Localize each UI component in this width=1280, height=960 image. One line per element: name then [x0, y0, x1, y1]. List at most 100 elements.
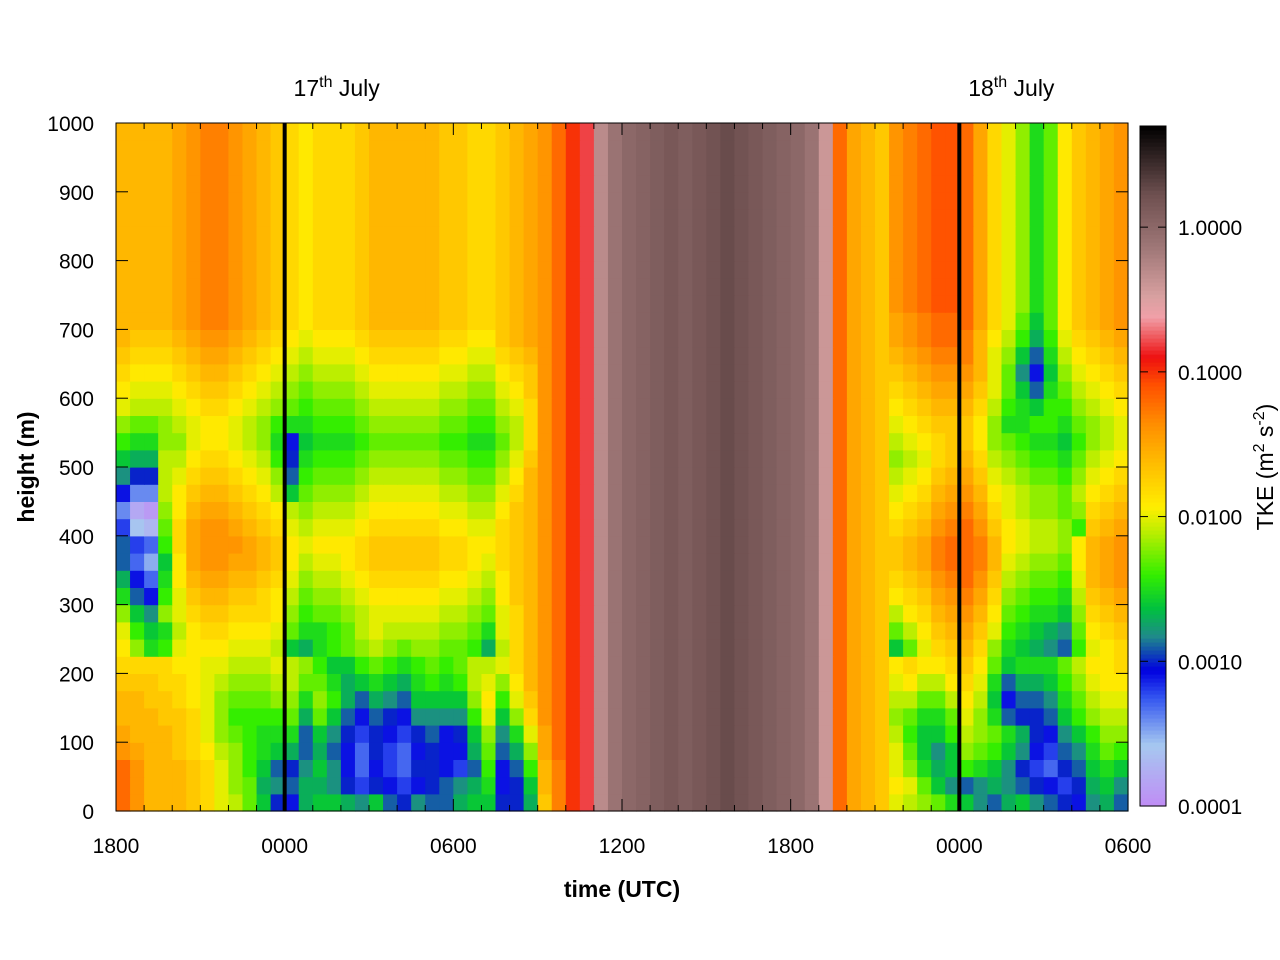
- heatmap-cell: [1113, 707, 1129, 726]
- heatmap-cell: [818, 243, 834, 262]
- heatmap-cell: [116, 742, 131, 760]
- heatmap-cell: [790, 467, 806, 485]
- heatmap-cell: [636, 484, 651, 502]
- heatmap-cell: [116, 639, 131, 657]
- colorbar-segment: [1140, 618, 1166, 623]
- heatmap-cell: [734, 381, 750, 399]
- heatmap-cell: [1043, 449, 1059, 468]
- heatmap-cell: [846, 690, 862, 709]
- heatmap-cell: [495, 329, 511, 348]
- heatmap-cell: [650, 501, 665, 520]
- heatmap-cell: [678, 673, 693, 692]
- heatmap-cell: [1015, 793, 1031, 812]
- heatmap-cell: [650, 260, 665, 279]
- heatmap-cell: [523, 467, 539, 485]
- heatmap-cell: [425, 484, 440, 502]
- heatmap-cell: [846, 432, 862, 451]
- colorbar-segment: [1140, 266, 1166, 271]
- heatmap-cell: [242, 776, 258, 795]
- heatmap-cell: [959, 639, 974, 657]
- heatmap-cell: [270, 484, 286, 502]
- heatmap-cell: [903, 363, 918, 382]
- heatmap-cell: [186, 260, 201, 279]
- heatmap-cell: [354, 123, 370, 141]
- heatmap-cell: [692, 415, 707, 434]
- heatmap-cell: [242, 553, 258, 571]
- heatmap-cell: [172, 329, 187, 348]
- heatmap-cell: [354, 312, 370, 330]
- heatmap-cell: [1001, 673, 1017, 692]
- colorbar-segment: [1140, 570, 1166, 575]
- heatmap-cell: [453, 604, 468, 623]
- heatmap-cell: [1099, 587, 1115, 606]
- heatmap-cell: [397, 415, 412, 434]
- heatmap-cell: [762, 243, 778, 262]
- heatmap-cell: [650, 174, 665, 193]
- heatmap-cell: [172, 725, 187, 743]
- heatmap-cell: [762, 518, 778, 537]
- heatmap-cell: [411, 209, 426, 227]
- heatmap-cell: [1043, 793, 1059, 812]
- heatmap-cell: [270, 346, 286, 365]
- colorbar-segment: [1140, 458, 1166, 463]
- heatmap-cell: [453, 449, 468, 468]
- heatmap-cell: [945, 243, 960, 262]
- heatmap-cell: [1015, 639, 1031, 657]
- heatmap-cell: [678, 639, 693, 657]
- heatmap-cell: [917, 776, 932, 795]
- heatmap-cell: [383, 226, 398, 244]
- heatmap-cell: [270, 725, 286, 743]
- heatmap-cell: [130, 621, 145, 640]
- heatmap-cell: [1015, 363, 1031, 382]
- heatmap-cell: [1001, 467, 1017, 485]
- heatmap-cell: [453, 621, 468, 640]
- day-markers: 17th July 18th July: [282, 74, 1055, 811]
- heatmap-cell: [607, 381, 623, 399]
- heatmap-cell: [846, 621, 862, 640]
- heatmap-cell: [467, 415, 483, 434]
- heatmap-cell: [1099, 776, 1115, 795]
- heatmap-cell: [397, 277, 412, 296]
- heatmap-cell: [636, 742, 651, 760]
- heatmap-cell: [1029, 432, 1045, 451]
- heatmap-cell: [903, 793, 918, 812]
- heatmap-cell: [200, 260, 215, 279]
- heatmap-cell: [818, 759, 834, 778]
- heatmap-cell: [116, 381, 131, 399]
- heatmap-cell: [706, 776, 721, 795]
- heatmap-cell: [369, 381, 384, 399]
- heatmap-cell: [692, 518, 707, 537]
- heatmap-cell: [326, 725, 342, 743]
- heatmap-cell: [144, 484, 159, 502]
- heatmap-cell: [340, 707, 356, 726]
- heatmap-cell: [987, 157, 1003, 176]
- heatmap-cell: [664, 553, 679, 571]
- heatmap-cell: [1057, 363, 1073, 382]
- heatmap-cell: [439, 449, 454, 468]
- heatmap-cell: [832, 381, 848, 399]
- heatmap-cell: [495, 776, 511, 795]
- colorbar-segment: [1140, 606, 1166, 611]
- heatmap-cell: [369, 226, 384, 244]
- heatmap-cell: [1113, 191, 1129, 210]
- heatmap-cell: [551, 363, 567, 382]
- heatmap-cell: [340, 209, 356, 227]
- heatmap-cell: [397, 501, 412, 520]
- heatmap-cell: [158, 656, 173, 674]
- heatmap-cell: [565, 140, 581, 158]
- heatmap-cell: [1015, 501, 1031, 520]
- heatmap-cell: [186, 449, 201, 468]
- heatmap-cell: [158, 329, 173, 348]
- heatmap-cell: [1029, 191, 1045, 210]
- heatmap-cell: [312, 277, 328, 296]
- heatmap-cell: [284, 656, 300, 674]
- heatmap-cell: [537, 123, 553, 141]
- heatmap-cell: [242, 157, 258, 176]
- heatmap-cell: [397, 621, 412, 640]
- heatmap-cell: [439, 484, 454, 502]
- heatmap-cell: [917, 621, 932, 640]
- heatmap-cell: [186, 621, 201, 640]
- heatmap-cell: [776, 707, 792, 726]
- heatmap-cell: [692, 793, 707, 812]
- colorbar-segment: [1140, 274, 1166, 279]
